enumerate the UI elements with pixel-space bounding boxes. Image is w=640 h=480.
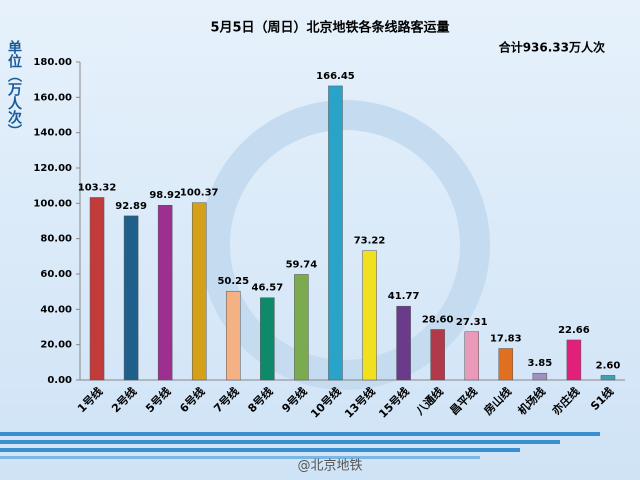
bar	[600, 375, 616, 381]
value-label: 59.74	[286, 259, 318, 270]
y-tick-label: 40.00	[40, 304, 72, 315]
watermark: @北京地铁	[297, 459, 362, 474]
value-label: 17.83	[490, 334, 522, 345]
bar	[89, 197, 105, 381]
value-label: 2.60	[596, 360, 621, 371]
y-axis-label: 单位（万人次）	[6, 39, 23, 138]
value-label: 27.31	[456, 317, 488, 328]
bar	[498, 348, 514, 381]
value-label: 3.85	[528, 358, 553, 369]
y-tick-label: 160.00	[33, 92, 72, 103]
decor-stripes	[0, 432, 600, 459]
value-label: 100.37	[180, 188, 219, 199]
value-label: 50.25	[217, 276, 249, 287]
bar	[260, 297, 275, 381]
value-label: 92.89	[115, 201, 147, 212]
y-tick-label: 0.00	[47, 375, 72, 386]
total-annotation: 合计936.33万人次	[499, 40, 605, 55]
y-tick-label: 80.00	[40, 234, 72, 245]
bar	[362, 250, 377, 381]
value-label: 22.66	[558, 325, 590, 336]
logo-watermark	[200, 100, 490, 390]
y-tick-label: 120.00	[33, 163, 72, 174]
y-tick-label: 180.00	[33, 57, 72, 68]
y-tick-label: 60.00	[40, 269, 72, 280]
value-label: 103.32	[78, 182, 117, 193]
bar	[294, 274, 309, 381]
bar	[566, 339, 582, 381]
bar	[123, 215, 139, 381]
y-tick-label: 20.00	[40, 340, 72, 351]
bar	[430, 329, 445, 381]
bar	[328, 85, 343, 381]
bar	[532, 372, 548, 381]
y-tick-label: 140.00	[33, 128, 72, 139]
chart-title: 5月5日（周日）北京地铁各条线路客运量	[210, 20, 449, 36]
y-tick-label: 100.00	[33, 198, 72, 209]
bar	[157, 204, 173, 381]
bar	[191, 202, 207, 381]
bar	[396, 305, 411, 381]
value-label: 98.92	[149, 190, 181, 201]
value-label: 46.57	[252, 283, 284, 294]
bar	[226, 290, 241, 381]
bar	[464, 331, 479, 381]
value-label: 41.77	[388, 291, 420, 302]
value-label: 28.60	[422, 314, 454, 325]
value-label: 166.45	[316, 71, 355, 82]
value-label: 73.22	[354, 236, 386, 247]
